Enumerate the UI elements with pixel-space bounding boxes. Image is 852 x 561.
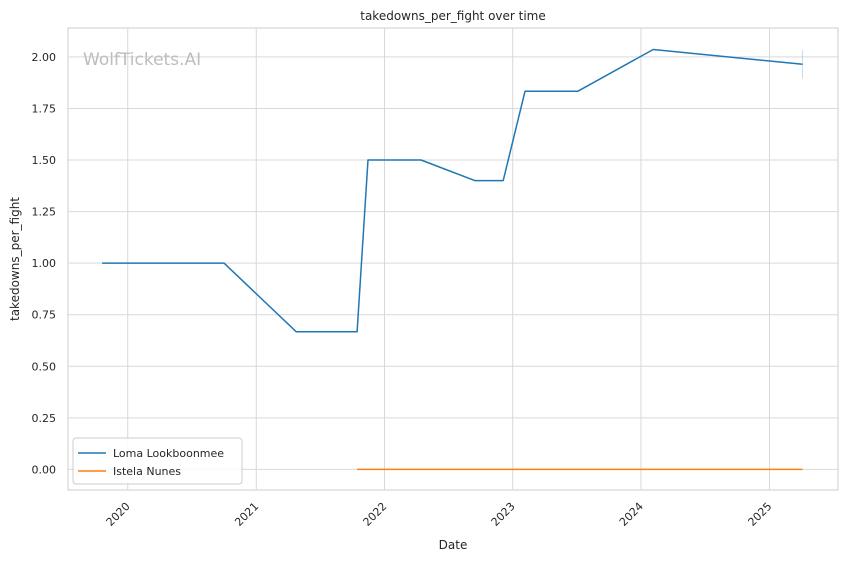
y-tick-label: 0.25 [32, 412, 57, 425]
y-axis-label: takedowns_per_fight [8, 197, 22, 321]
watermark: WolfTickets.AI [83, 50, 201, 70]
y-tick-label: 1.50 [32, 154, 57, 167]
legend-box [72, 437, 243, 485]
y-tick-label: 1.00 [32, 257, 57, 270]
legend-label-loma: Loma Lookboonmee [113, 447, 224, 460]
y-tick-label: 1.75 [32, 102, 57, 115]
legend: Loma Lookboonmee Istela Nunes [72, 437, 243, 485]
x-tick-label: 2023 [489, 500, 518, 529]
y-tick-label: 0.50 [32, 360, 57, 373]
y-tick-label: 1.25 [32, 206, 57, 219]
y-tick-labels: 0.00 0.25 0.50 0.75 1.00 1.25 1.50 1.75 2.00 [32, 51, 57, 477]
plot-area [67, 27, 839, 491]
y-tick-label: 0.00 [32, 463, 57, 476]
y-tick-label: 2.00 [32, 51, 57, 64]
legend-label-istela: Istela Nunes [113, 465, 181, 478]
y-tick-label: 0.75 [32, 309, 57, 322]
grid [68, 28, 838, 490]
x-axis-label: Date [439, 538, 468, 552]
x-tick-label: 2022 [361, 500, 390, 529]
series-line-loma [102, 48, 803, 333]
x-tick-label: 2020 [104, 500, 133, 529]
x-tick-label: 2021 [232, 500, 261, 529]
series-lines [102, 48, 804, 471]
x-tick-label: 2024 [617, 500, 646, 529]
x-tick-labels: 2020 2021 2022 2023 2024 2025 [104, 500, 775, 529]
chart-title: takedowns_per_fight over time [360, 9, 546, 23]
x-tick-label: 2025 [746, 500, 775, 529]
